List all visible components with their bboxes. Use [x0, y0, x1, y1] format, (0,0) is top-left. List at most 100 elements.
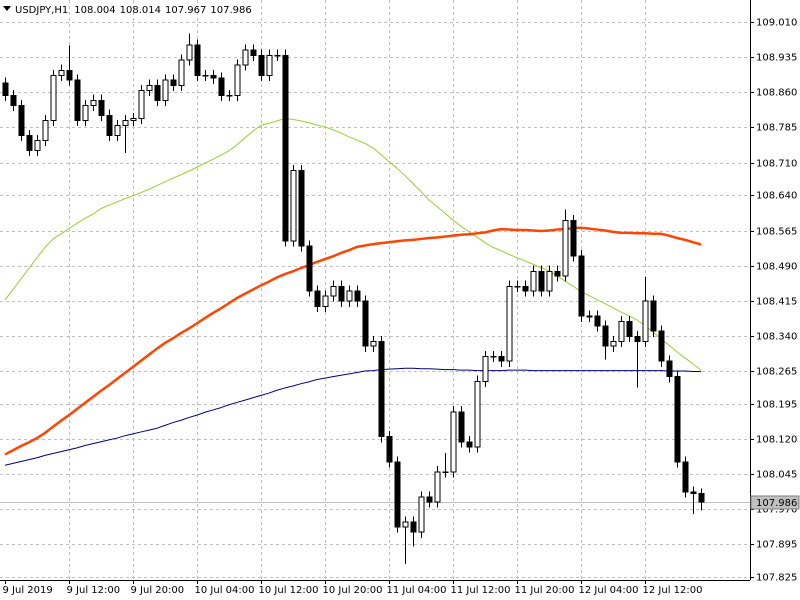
- candle-body: [482, 356, 489, 382]
- menu-arrow-icon[interactable]: [3, 6, 11, 11]
- candle: [18, 99, 25, 142]
- x-tick-label: 11 Jul 20:00: [515, 585, 575, 596]
- candle-body: [162, 79, 169, 101]
- candle: [74, 74, 81, 127]
- candle: [170, 74, 177, 91]
- candle: [106, 109, 113, 142]
- candle-body: [146, 84, 153, 91]
- candle-body: [106, 114, 113, 136]
- candle: [298, 164, 305, 252]
- candle-body: [242, 49, 249, 66]
- y-tick-label: 108.710: [756, 159, 797, 170]
- candle: [26, 129, 33, 157]
- candle: [130, 112, 137, 127]
- candle: [2, 77, 9, 102]
- candle: [578, 250, 585, 322]
- y-tick-label: 109.010: [756, 18, 797, 29]
- candle-body: [570, 220, 577, 257]
- chart-header: USDJPY,H1 108.004 108.014 107.967 107.986: [3, 5, 252, 16]
- y-tick-label: 108.415: [756, 297, 797, 308]
- header-low: 107.967: [165, 5, 206, 16]
- candle: [194, 39, 201, 82]
- candle-body: [522, 285, 529, 292]
- candle: [418, 491, 425, 538]
- candle-body: [506, 285, 513, 362]
- candle-body: [538, 270, 545, 292]
- moving-average-line: [4, 367, 701, 466]
- candle: [66, 45, 73, 86]
- candle-body: [658, 330, 665, 362]
- x-tick-label: 10 Jul 12:00: [259, 585, 319, 596]
- candle-body: [186, 44, 193, 61]
- x-tick-label: 9 Jul 2019: [3, 585, 53, 596]
- y-tick-label: 108.640: [756, 191, 797, 202]
- candle: [402, 516, 409, 565]
- candle: [210, 69, 217, 84]
- candle: [514, 280, 521, 292]
- candle-body: [2, 82, 9, 97]
- candle-body: [130, 118, 137, 121]
- candle: [602, 320, 609, 360]
- candle-body: [402, 521, 409, 528]
- y-tick-label: 108.340: [756, 332, 797, 343]
- candle-body: [138, 89, 145, 120]
- candle-body: [26, 134, 33, 151]
- candle: [482, 350, 489, 387]
- candle: [570, 215, 577, 262]
- candles: [2, 33, 705, 565]
- candle-body: [514, 285, 521, 288]
- candle-body: [410, 521, 417, 533]
- header-high: 108.014: [120, 5, 161, 16]
- candle-body: [490, 356, 497, 358]
- candle-body: [546, 270, 553, 292]
- candle: [354, 285, 361, 307]
- candle-body: [218, 77, 225, 97]
- candle-body: [74, 79, 81, 121]
- moving-average-line: [4, 226, 702, 456]
- candle: [642, 276, 649, 348]
- candle: [154, 79, 161, 106]
- candle: [362, 295, 369, 352]
- candle-body: [82, 104, 89, 121]
- candle: [138, 84, 145, 125]
- header-open: 108.004: [74, 5, 115, 16]
- y-tick-label: 108.860: [756, 88, 797, 99]
- moving-average-line: [4, 118, 702, 371]
- candle-body: [202, 74, 209, 77]
- candle-body: [378, 341, 385, 438]
- candle: [490, 350, 497, 363]
- candle-body: [234, 64, 241, 97]
- candle-body: [210, 74, 217, 79]
- candle-body: [170, 79, 177, 86]
- candle-body: [362, 300, 369, 347]
- candle: [586, 310, 593, 322]
- candle-body: [530, 270, 537, 292]
- candle: [690, 486, 697, 514]
- header-close: 107.986: [210, 5, 251, 16]
- candle-body: [10, 95, 17, 106]
- candle: [634, 330, 641, 388]
- candle: [682, 456, 689, 498]
- y-tick-label: 108.045: [756, 470, 797, 481]
- candle-body: [650, 300, 657, 332]
- y-tick-label: 108.565: [756, 227, 797, 238]
- candle: [10, 89, 17, 112]
- candle: [394, 456, 401, 533]
- candle-body: [298, 170, 305, 247]
- candle: [370, 335, 377, 352]
- candle: [338, 280, 345, 307]
- y-tick-label: 108.935: [756, 53, 797, 64]
- candle-body: [154, 84, 161, 101]
- candle: [658, 325, 665, 367]
- candle: [250, 44, 257, 61]
- candle: [562, 209, 569, 282]
- candle-body: [498, 356, 505, 362]
- candle-body: [338, 285, 345, 302]
- candle: [522, 280, 529, 297]
- candle-body: [42, 119, 49, 142]
- candle: [698, 488, 705, 511]
- candle-body: [282, 54, 289, 242]
- candle: [434, 466, 441, 508]
